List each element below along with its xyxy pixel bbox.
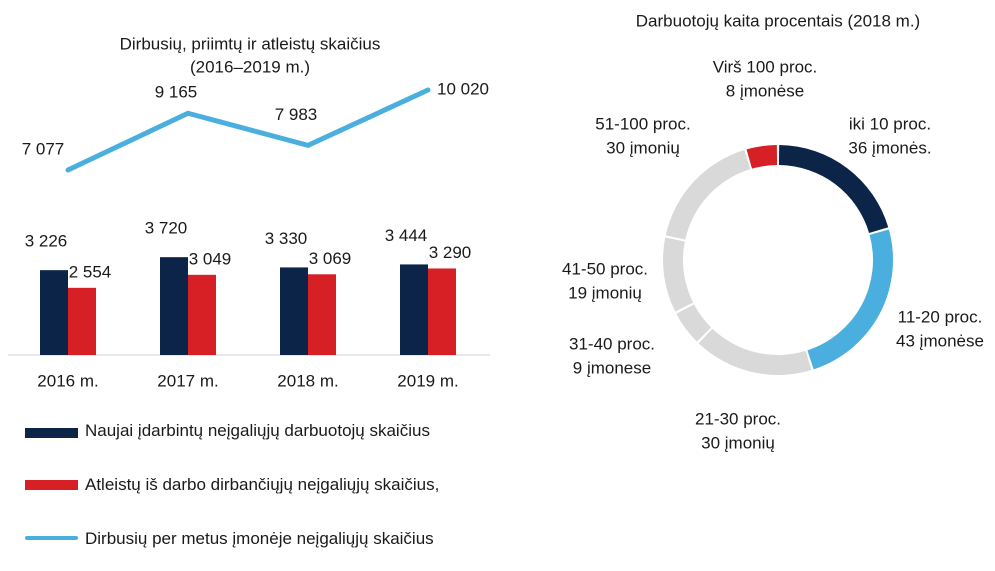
x-tick-label: 2016 m. [37, 371, 98, 390]
data-label: 9 165 [155, 83, 198, 102]
legend-label: Atleistų iš darbo dirbančiųjų neįgaliųjų… [85, 475, 440, 494]
data-label: 2 554 [69, 262, 112, 281]
segment-label: iki 10 proc. [849, 114, 931, 133]
donut-segment [807, 229, 893, 370]
bar [308, 274, 336, 355]
donut-segment [746, 145, 778, 169]
data-label: 7 077 [22, 139, 65, 158]
chart-subtitle: (2016–2019 m.) [190, 57, 310, 76]
segment-label: Virš 100 proc. [713, 57, 818, 76]
data-label: 3 069 [309, 249, 352, 268]
segment-label: 51-100 proc. [595, 114, 690, 133]
data-label: 3 049 [189, 249, 232, 268]
data-label: 3 226 [25, 232, 68, 251]
segment-label: 11-20 proc. [898, 307, 983, 326]
bar [160, 257, 188, 355]
data-label: 19 įmonių [568, 283, 642, 302]
data-label: 9 įmonese [573, 358, 651, 377]
donut-segment [676, 304, 712, 342]
x-tick-label: 2019 m. [397, 371, 458, 390]
data-label: 7 983 [275, 105, 318, 124]
data-label: 3 720 [145, 219, 188, 238]
data-label: 36 įmonės. [848, 138, 931, 157]
segment-label: 31-40 proc. [569, 334, 655, 353]
bar [400, 264, 428, 355]
legend-swatch [25, 428, 78, 438]
donut-segment [665, 150, 751, 240]
data-label: 10 020 [437, 79, 489, 98]
data-label: 43 įmonėse [896, 331, 984, 350]
data-label: 8 įmonėse [726, 81, 804, 100]
data-label: 30 įmonių [701, 433, 775, 452]
x-tick-label: 2018 m. [277, 371, 338, 390]
data-label: 3 444 [385, 226, 428, 245]
segment-label: 41-50 proc. [562, 259, 648, 278]
data-label: 3 290 [429, 243, 472, 262]
data-label: 30 įmonių [606, 138, 680, 157]
bar [68, 287, 96, 355]
legend-swatch [25, 480, 78, 490]
bar [188, 274, 216, 355]
donut-segment [778, 145, 889, 233]
legend-swatch [25, 536, 78, 540]
data-label: 3 330 [265, 229, 308, 248]
line [65, 87, 431, 173]
chart-title: Darbuotojų kaita procentais (2018 m.) [636, 11, 920, 30]
bar [40, 270, 68, 355]
legend-label: Naujai įdarbintų neįgaliųjų darbuotojų s… [85, 421, 430, 440]
donut-segment [698, 328, 812, 375]
bar [428, 268, 456, 355]
legend-label: Dirbusių per metus įmonėje neįgaliųjų sk… [85, 529, 434, 548]
chart-title: Dirbusių, priimtų ir atleistų skaičius [120, 34, 381, 53]
segment-label: 21-30 proc. [695, 409, 781, 428]
bar [280, 267, 308, 355]
x-tick-label: 2017 m. [157, 371, 218, 390]
donut-segment [663, 237, 694, 312]
